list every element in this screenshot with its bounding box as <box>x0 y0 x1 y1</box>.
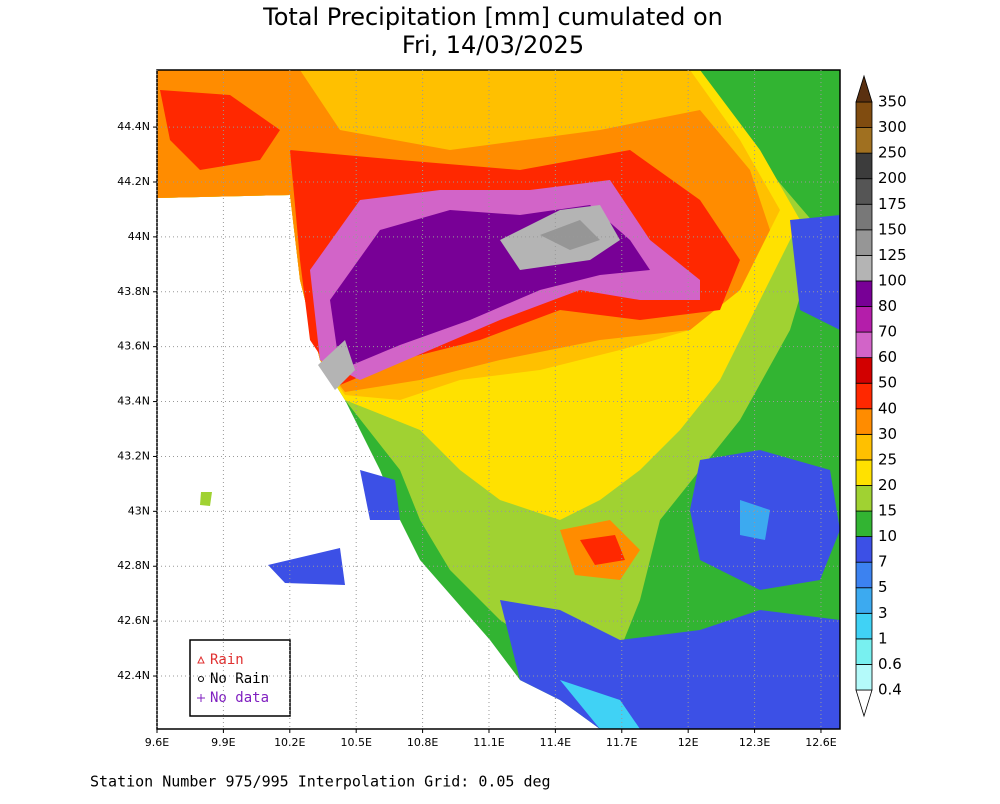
y-tick-label: 44.2N <box>117 175 150 188</box>
colorbar-label: 20 <box>878 476 897 494</box>
colorbar-box <box>855 459 873 486</box>
x-tick-label: 9.9E <box>211 736 235 749</box>
x-tick-label: 10.5E <box>340 736 371 749</box>
colorbar-label: 300 <box>878 118 907 136</box>
colorbar-box <box>855 612 873 640</box>
legend-label: No data <box>210 690 269 706</box>
title-line: Total Precipitation [mm] cumulated on <box>262 3 723 31</box>
y-tick-label: 43.2N <box>117 449 150 462</box>
y-tick-label: 42.6N <box>117 614 150 627</box>
colorbar-label: 0.6 <box>878 655 902 673</box>
colorbar-label: 10 <box>878 527 897 545</box>
colorbar-label: 25 <box>878 450 897 468</box>
colorbar-label: 175 <box>878 195 907 213</box>
y-tick-label: 44.4N <box>117 120 150 133</box>
colorbar-box <box>855 152 873 180</box>
precipitation-field <box>157 70 840 729</box>
colorbar-box <box>855 382 873 410</box>
colorbar-label: 3 <box>878 604 888 622</box>
x-tick-label: 9.6E <box>145 736 169 749</box>
colorbar-label: 15 <box>878 502 897 520</box>
colorbar-label: 50 <box>878 374 897 392</box>
y-tick-label: 43N <box>128 504 150 517</box>
colorbar-label: 250 <box>878 144 907 162</box>
colorbar-label: 5 <box>878 578 888 596</box>
colorbar-label: 7 <box>878 553 888 571</box>
colorbar-box <box>855 127 873 154</box>
colorbar-box <box>855 357 873 384</box>
y-tick-label: 43.8N <box>117 285 150 298</box>
colorbar-box <box>855 203 873 231</box>
colorbar-box <box>855 101 873 128</box>
colorbar-box <box>855 178 873 205</box>
colorbar-box <box>855 638 873 665</box>
x-tick-label: 12.6E <box>805 736 836 749</box>
colorbar-box <box>855 664 873 691</box>
x-tick-label: 12E <box>678 736 699 749</box>
colorbar-label: 350 <box>878 93 907 111</box>
colorbar-box <box>855 587 873 614</box>
x-tick-label: 10.2E <box>274 736 305 749</box>
y-tick-label: 42.4N <box>117 669 150 682</box>
colorbar-label: 125 <box>878 246 907 264</box>
colorbar-box <box>855 306 873 333</box>
colorbar-box <box>855 510 873 538</box>
colorbar-label: 0.4 <box>878 681 902 699</box>
colorbar-label: 70 <box>878 323 897 341</box>
footer: Station Number 975/995 Interpolation Gri… <box>90 773 551 791</box>
colorbar-box <box>855 536 873 563</box>
y-tick-label: 42.8N <box>117 559 150 572</box>
x-tick-label: 11.7E <box>606 736 637 749</box>
map-frame <box>156 69 841 730</box>
colorbar-box <box>855 229 873 256</box>
colorbar-triangle <box>855 74 873 103</box>
colorbar-triangle <box>855 689 873 718</box>
no-data-symbol <box>197 694 205 702</box>
x-tick-label: 11.1E <box>473 736 504 749</box>
colorbar-box <box>855 561 873 589</box>
colorbar-box <box>855 280 873 307</box>
legend-label: No Rain <box>210 671 269 687</box>
y-tick-label: 44N <box>128 230 150 243</box>
x-tick-label: 11.4E <box>540 736 571 749</box>
colorbar-label: 30 <box>878 425 897 443</box>
y-tick-label: 43.6N <box>117 340 150 353</box>
colorbar-label: 80 <box>878 297 897 315</box>
colorbar-label: 150 <box>878 220 907 238</box>
x-tick-label: 10.8E <box>407 736 438 749</box>
x-tick-label: 12.3E <box>739 736 770 749</box>
rain-symbol <box>197 655 205 664</box>
colorbar-box <box>855 331 873 359</box>
colorbar-label: 40 <box>878 399 897 417</box>
colorbar-box <box>855 485 873 512</box>
colorbar-box <box>855 408 873 435</box>
y-tick-label: 43.4N <box>117 395 150 408</box>
colorbar-box <box>855 254 873 282</box>
colorbar-label: 1 <box>878 629 888 647</box>
legend-label: Rain <box>210 652 244 668</box>
title-line: Fri, 14/03/2025 <box>402 31 584 59</box>
colorbar-label: 100 <box>878 271 907 289</box>
colorbar-box <box>855 433 873 461</box>
colorbar-label: 60 <box>878 348 897 366</box>
colorbar-label: 200 <box>878 169 907 187</box>
